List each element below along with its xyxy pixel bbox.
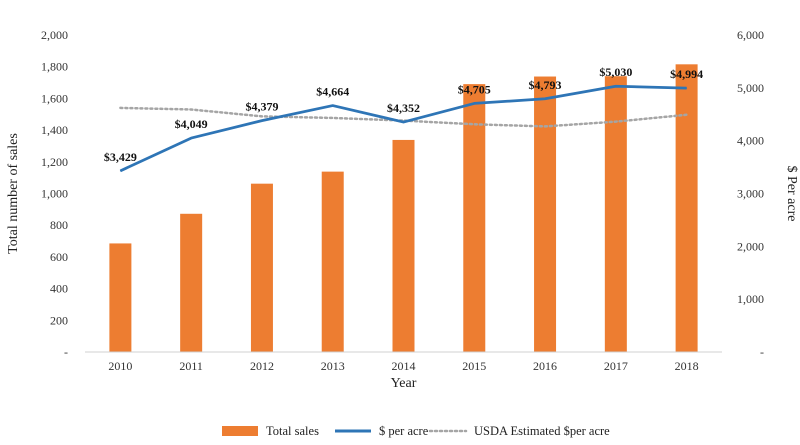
data-label-price-per-acre: $4,352 (387, 101, 420, 115)
y-left-tick-label: 1,200 (41, 155, 68, 169)
point-price-per-acre (190, 137, 192, 139)
y-left-axis-title: Total number of sales (6, 133, 21, 254)
data-label-price-per-acre: $4,664 (316, 85, 349, 99)
y-right-axis-title: $ Per acre (784, 166, 799, 222)
y-right-tick-label: 6,000 (737, 28, 764, 42)
bar-total-sales (392, 139, 415, 352)
point-usda-estimated (544, 125, 546, 127)
y-right-tick-label: 2,000 (737, 239, 764, 253)
point-price-per-acre (332, 105, 334, 107)
line-usda-estimated (119, 106, 688, 128)
data-label-price-per-acre: $5,030 (599, 65, 632, 79)
x-tick-label: 2016 (533, 359, 557, 373)
point-price-per-acre (686, 87, 688, 89)
point-usda-estimated (261, 115, 263, 117)
bar-total-sales (180, 213, 203, 352)
x-tick-label: 2011 (179, 359, 203, 373)
point-usda-estimated (190, 108, 192, 110)
legend-swatch-total-sales (222, 426, 258, 436)
bar-total-sales (250, 183, 273, 352)
x-tick-label: 2012 (250, 359, 274, 373)
point-price-per-acre (544, 98, 546, 100)
legend-label-price-per-acre: $ per acre (379, 424, 429, 438)
y-left-tick-label: 200 (50, 313, 68, 327)
y-left-tick-label: 2,000 (41, 28, 68, 42)
y-left-tick-label: - (64, 345, 68, 359)
point-price-per-acre (615, 85, 617, 87)
bar-total-sales (321, 171, 344, 352)
x-tick-label: 2013 (321, 359, 345, 373)
data-label-price-per-acre: $4,793 (529, 78, 562, 92)
data-label-price-per-acre: $4,049 (175, 117, 208, 131)
usda-line-group (119, 106, 688, 128)
bar-total-sales (675, 64, 698, 352)
point-price-per-acre (261, 120, 263, 122)
y-left-tick-label: 600 (50, 250, 68, 264)
x-tick-label: 2018 (675, 359, 699, 373)
point-price-per-acre (403, 121, 404, 123)
y-right-tick-label: 1,000 (737, 292, 764, 306)
data-labels: $3,429 $4,049 $4,379 $4,664 $4,352 $4,705 $4,7… (104, 65, 703, 164)
data-label-price-per-acre: $4,705 (458, 82, 491, 96)
y-right-tick-label: 4,000 (737, 134, 764, 148)
bar-total-sales (534, 76, 557, 352)
bar-total-sales (109, 243, 132, 352)
y-left-tick-label: 1,000 (41, 187, 68, 201)
y-left-tick-label: 800 (50, 218, 68, 232)
y-right-tick-label: 3,000 (737, 187, 764, 201)
price-per-acre-line-group (119, 84, 688, 173)
data-label-price-per-acre: $4,379 (245, 100, 278, 114)
point-usda-estimated (473, 123, 475, 125)
y-left-tick-label: 1,400 (41, 123, 68, 137)
y-right-tick-label: 5,000 (737, 81, 764, 95)
data-label-price-per-acre: $4,994 (670, 67, 703, 81)
total-sales-bars (109, 64, 698, 353)
y-right-tick-label: - (760, 345, 764, 359)
x-tick-label: 2015 (462, 359, 486, 373)
x-tick-label: 2017 (604, 359, 628, 373)
axes: - 200 400 600 800 1,000 1,200 1,400 1,600 1,800 2,… (6, 28, 799, 391)
legend-label-total-sales: Total sales (266, 424, 319, 438)
bar-total-sales (463, 84, 486, 352)
x-axis-title: Year (391, 376, 417, 391)
x-tick-label: 2014 (392, 359, 416, 373)
x-tick-label: 2010 (108, 359, 132, 373)
point-usda-estimated (615, 121, 617, 123)
data-label-price-per-acre: $3,429 (104, 150, 137, 164)
point-usda-estimated (119, 107, 121, 109)
y-left-tick-label: 400 (50, 282, 68, 296)
point-price-per-acre (119, 170, 121, 172)
point-usda-estimated (332, 117, 334, 119)
bar-total-sales (604, 76, 627, 353)
point-usda-estimated (686, 114, 688, 116)
point-price-per-acre (473, 102, 475, 104)
y-left-tick-label: 1,600 (41, 91, 68, 105)
legend: Total sales $ per acre USDA Estimated $per… (222, 424, 610, 438)
y-left-tick-label: 1,800 (41, 60, 68, 74)
legend-label-usda-estimated: USDA Estimated $per acre (474, 424, 610, 438)
